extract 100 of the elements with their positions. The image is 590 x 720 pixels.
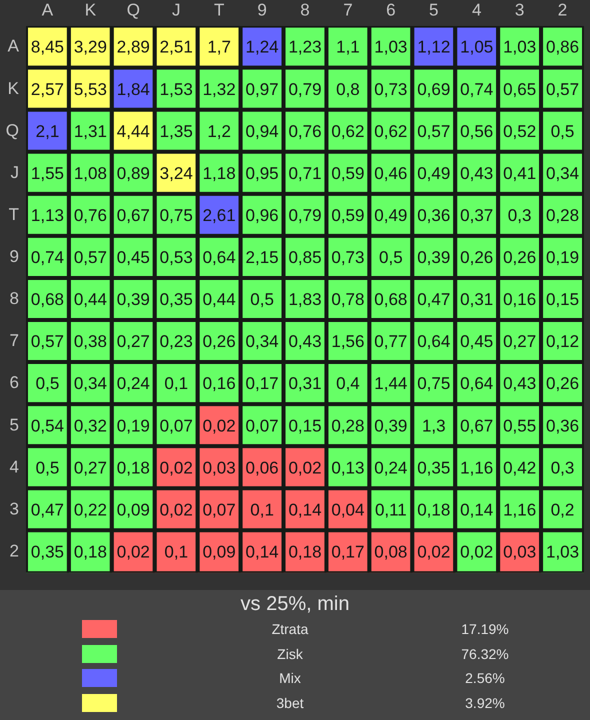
data-label: 1,18 — [202, 164, 236, 183]
x-tick-label: 6 — [386, 0, 396, 20]
category-label: Ztrata — [270, 620, 310, 638]
data-label: 0,02 — [202, 416, 236, 436]
data-label: 0,78 — [331, 290, 364, 310]
y-tick-label: J — [10, 162, 19, 182]
data-label: 1,44 — [374, 374, 408, 394]
data-label: 0,35 — [30, 542, 64, 562]
data-label: 0,14 — [288, 500, 322, 520]
data-label: 3.92% — [464, 694, 506, 712]
data-label: 0,49 — [374, 206, 408, 225]
data-label: 0,17 — [331, 542, 364, 562]
data-label: 0,15 — [546, 290, 580, 310]
data-label: 0,26 — [202, 332, 236, 352]
data-label: 1,08 — [74, 164, 107, 183]
y-tick-label: A — [8, 36, 20, 56]
data-label: 0,62 — [374, 122, 408, 141]
data-label: 0,04 — [331, 500, 364, 520]
category-label: Mix — [278, 669, 302, 687]
data-label: 0,31 — [288, 374, 322, 394]
data-label: 0,62 — [331, 122, 364, 141]
data-label: 0,27 — [74, 458, 107, 478]
data-label: 1,23 — [288, 38, 322, 57]
y-tick-label: Q — [6, 120, 19, 140]
data-label: 0,89 — [116, 164, 150, 183]
data-label: 0,19 — [546, 248, 580, 268]
data-label: 0,43 — [460, 164, 494, 183]
data-label: 17.19% — [460, 620, 510, 638]
data-label: 2,61 — [202, 206, 236, 225]
data-label: 0,76 — [74, 206, 107, 225]
data-label: 0,47 — [30, 500, 64, 520]
data-label: 0,64 — [460, 374, 494, 394]
data-label: 1,03 — [503, 38, 536, 57]
data-label: 0,55 — [503, 416, 536, 436]
data-label: 1,2 — [207, 122, 231, 141]
y-tick-label: 8 — [10, 289, 19, 308]
data-label: 0,36 — [546, 416, 580, 436]
data-label: 0,3 — [508, 206, 532, 225]
data-label: 0,44 — [202, 290, 236, 310]
data-label: 0,75 — [417, 374, 450, 394]
data-label: 0,4 — [336, 374, 360, 394]
data-label: 0,42 — [503, 458, 536, 478]
data-label: 0,65 — [503, 80, 536, 99]
data-label: 0,07 — [202, 500, 236, 520]
data-label: 1,32 — [202, 80, 236, 99]
data-label: 0,43 — [288, 332, 322, 352]
data-label: 0,35 — [417, 458, 450, 478]
data-label: 0,3 — [550, 458, 574, 478]
data-label: 3,24 — [160, 164, 193, 183]
data-label: 0,85 — [288, 248, 322, 268]
data-label: 0,1 — [164, 374, 188, 394]
x-tick-label: T — [214, 0, 224, 20]
data-label: 1,12 — [417, 38, 450, 57]
data-label: 0,23 — [160, 332, 193, 352]
data-label: 1,16 — [460, 458, 494, 478]
data-label: 1,7 — [207, 38, 231, 57]
data-label: 0,53 — [160, 248, 193, 268]
category-label: Zisk — [276, 644, 304, 662]
x-tick-label: 5 — [429, 0, 439, 20]
data-label: 0,45 — [460, 332, 494, 352]
data-label: 4,44 — [116, 122, 150, 141]
data-label: 0,16 — [503, 290, 536, 310]
data-label: 0,69 — [417, 80, 450, 99]
data-label: 0,02 — [460, 542, 494, 562]
data-label: 0,8 — [336, 80, 360, 99]
x-tick-label: Q — [126, 0, 140, 20]
data-label: 0,95 — [246, 164, 279, 183]
data-label: 0,94 — [246, 122, 279, 141]
data-label: 0,77 — [374, 332, 408, 352]
data-label: 0,13 — [331, 458, 364, 478]
data-label: 0,18 — [417, 500, 450, 520]
data-label: 1,05 — [460, 38, 494, 57]
data-label: 1,16 — [503, 500, 536, 520]
data-label: 0,57 — [546, 80, 580, 99]
data-label: 76.32% — [460, 644, 510, 662]
data-label: 0,41 — [503, 164, 536, 183]
data-label: 8,45 — [30, 38, 64, 57]
data-label: 0,02 — [116, 542, 150, 562]
data-label: 0,06 — [246, 458, 279, 478]
data-label: 1,53 — [160, 80, 193, 99]
data-label: 0,64 — [202, 248, 236, 268]
data-label: 0,5 — [250, 290, 274, 310]
data-label: 0,18 — [116, 458, 150, 478]
data-label: 0,28 — [331, 416, 364, 436]
data-label: 0,34 — [546, 164, 580, 183]
data-label: 0,16 — [202, 374, 236, 394]
data-label: 0,73 — [331, 248, 364, 268]
data-label: 0,14 — [246, 542, 279, 562]
data-label: 0,74 — [460, 80, 494, 99]
data-label: 0,47 — [417, 290, 450, 310]
data-label: 0,67 — [116, 206, 150, 225]
data-label: 0,57 — [417, 122, 450, 141]
data-label: 1,3 — [422, 416, 446, 436]
data-label: 1,13 — [30, 206, 64, 225]
data-label: 0,27 — [116, 332, 150, 352]
x-tick-label: 7 — [343, 0, 353, 20]
data-label: 0,24 — [374, 458, 408, 478]
data-label: 0,18 — [74, 542, 107, 562]
data-label: 0,56 — [460, 122, 494, 141]
y-tick-label: T — [8, 204, 19, 224]
